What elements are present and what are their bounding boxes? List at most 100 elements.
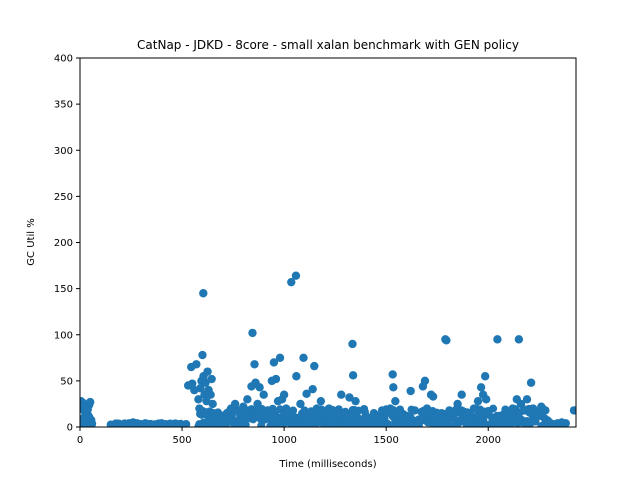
y-tick-label: 350 [54, 100, 73, 111]
x-axis: 0 500 1000 1500 2000 [77, 427, 501, 446]
data-point [473, 396, 483, 406]
data-point [291, 271, 301, 280]
data-point [481, 395, 491, 404]
data-point [488, 413, 497, 422]
data-point [310, 361, 319, 371]
x-axis-label: Time (milliseconds) [278, 459, 376, 470]
data-point [508, 404, 517, 413]
y-axis: 0 50 100 150 200 250 300 350 400 [54, 54, 80, 434]
data-point [541, 406, 550, 415]
data-point [391, 396, 400, 406]
data-point [239, 402, 248, 411]
data-point [195, 404, 204, 413]
y-tick-label: 200 [54, 238, 73, 249]
data-point [526, 378, 536, 387]
x-tick-label: 500 [173, 435, 192, 446]
data-point [275, 353, 285, 363]
data-point [218, 415, 228, 424]
data-point [414, 415, 424, 424]
data-point [207, 374, 216, 384]
data-point [201, 378, 210, 387]
data-point [516, 399, 526, 409]
data-point [271, 374, 281, 384]
chart-title: CatNap - JDKD - 8core - small xalan benc… [137, 38, 519, 52]
data-point [253, 399, 262, 409]
data-point [248, 328, 257, 338]
data-point [332, 408, 342, 418]
data-point [263, 406, 272, 415]
data-point [203, 367, 212, 376]
data-point [533, 408, 542, 418]
data-point [269, 358, 279, 367]
data-point [500, 415, 509, 424]
axes-frame [79, 57, 577, 428]
data-point [406, 386, 415, 396]
data-point [522, 395, 532, 404]
data-point [230, 399, 240, 409]
y-tick-label: 100 [54, 330, 73, 341]
data-point [561, 419, 570, 427]
data-point [420, 376, 430, 386]
data-point [250, 360, 259, 369]
data-point [519, 406, 529, 415]
data-point [469, 404, 479, 413]
data-point [493, 335, 502, 344]
data-point-band-2 [276, 405, 285, 414]
data-point [345, 393, 354, 402]
x-tick-label: 1000 [271, 435, 296, 446]
y-tick-label: 400 [54, 54, 73, 65]
data-point [302, 389, 311, 398]
data-points [80, 271, 576, 427]
data-point [299, 353, 308, 363]
data-point [569, 406, 576, 415]
data-point [198, 350, 207, 360]
data-point [388, 370, 397, 379]
data-point [386, 404, 395, 413]
x-tick-label: 0 [77, 435, 83, 446]
data-point [410, 406, 419, 415]
y-tick-label: 300 [54, 146, 73, 157]
data-point-band-2 [241, 420, 250, 427]
data-point-band-0 [88, 419, 97, 427]
data-point [292, 372, 301, 381]
data-point [308, 384, 317, 394]
data-point [194, 395, 203, 404]
x-tick-label: 2000 [476, 435, 501, 446]
data-point [192, 360, 201, 369]
data-point [476, 383, 486, 392]
data-point [389, 383, 398, 392]
y-axis-label: GC Util % [26, 218, 37, 265]
data-point [365, 415, 375, 424]
data-point [351, 396, 360, 406]
data-point [196, 384, 205, 393]
data-point [243, 395, 252, 404]
data-point [453, 399, 462, 409]
data-point [255, 383, 264, 392]
data-point [348, 371, 358, 380]
data-point [449, 411, 458, 421]
data-point [188, 379, 197, 388]
data-point [341, 411, 350, 421]
data-point [284, 408, 293, 418]
data-point [457, 390, 466, 399]
data-point [514, 335, 524, 344]
data-point [304, 413, 313, 422]
data-point [83, 405, 92, 414]
data-point [353, 413, 362, 422]
y-tick-label: 150 [54, 284, 73, 295]
data-point [348, 339, 357, 349]
data-point [480, 372, 490, 381]
data-point [316, 396, 326, 406]
data-point [337, 390, 346, 399]
data-point [80, 418, 88, 427]
data-point [373, 413, 383, 422]
data-point [206, 390, 215, 399]
data-point [181, 420, 191, 427]
data-point-band-2 [531, 417, 540, 426]
data-point [208, 399, 217, 409]
y-tick-label: 50 [60, 376, 73, 387]
data-point [279, 390, 289, 399]
data-point [287, 277, 296, 287]
data-point [296, 399, 305, 409]
